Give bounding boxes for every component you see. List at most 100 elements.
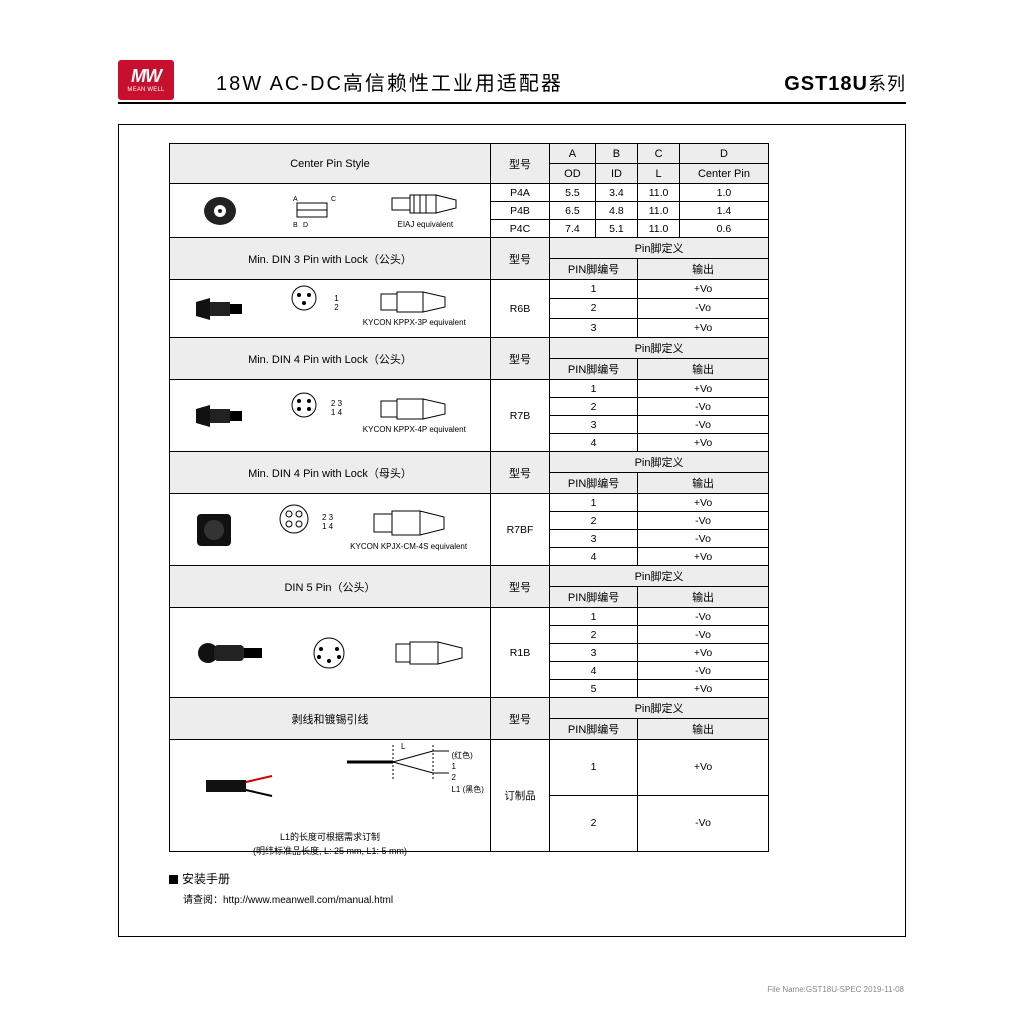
- cell: 3.4: [595, 184, 637, 202]
- din4-plug-icon: [194, 401, 246, 431]
- din5-face-icon: [311, 635, 347, 671]
- series-suffix: 系列: [868, 74, 906, 94]
- sec1-caption: EIAJ equivalent: [390, 220, 460, 229]
- din4-face-icon: [288, 390, 320, 420]
- sec4-caption: KYCON KPJX-CM-4S equivalent: [350, 542, 467, 551]
- cell: +Vo: [638, 548, 769, 566]
- cell: 0.6: [679, 220, 768, 238]
- cell: R7B: [490, 380, 549, 452]
- col-b: B: [595, 144, 637, 164]
- cell: -Vo: [638, 662, 769, 680]
- col-c: C: [638, 144, 680, 164]
- pin-no: PIN脚编号: [550, 587, 638, 608]
- din4f-plug-icon: [193, 508, 237, 552]
- sec5-title: DIN 5 Pin（公头）: [170, 566, 491, 608]
- pin-no: PIN脚编号: [550, 259, 638, 280]
- cell: 11.0: [638, 202, 680, 220]
- cell: 5.1: [595, 220, 637, 238]
- svg-text:D: D: [303, 222, 308, 229]
- cell: +Vo: [638, 644, 769, 662]
- cell: 4.8: [595, 202, 637, 220]
- cell: -Vo: [638, 416, 769, 434]
- col-l: L: [638, 164, 680, 184]
- col-id: ID: [595, 164, 637, 184]
- manual-link-row: 请查阅：http://www.meanwell.com/manual.html: [183, 891, 877, 906]
- cell: P4A: [490, 184, 549, 202]
- sec1-title: Center Pin Style: [170, 144, 491, 184]
- cable-photo-icon: [206, 768, 276, 804]
- cell: -Vo: [638, 398, 769, 416]
- logo-sub: MEAN WELL: [127, 87, 164, 93]
- sec4-illustration: 2 31 4 KYCON KPJX-CM-4S equivalent: [170, 494, 491, 566]
- manual-section: 安装手册 请查阅：http://www.meanwell.com/manual.…: [169, 870, 877, 906]
- sec3-illustration: 2 31 4 KYCON KPPX-4P equivalent: [170, 380, 491, 452]
- sec6-note2: (明纬标准品长度, L: 25 mm, L1: 5 mm): [176, 844, 484, 857]
- col-cp: Center Pin: [679, 164, 768, 184]
- cell: -Vo: [638, 608, 769, 626]
- cell: 4: [550, 548, 638, 566]
- cell: 2: [550, 512, 638, 530]
- cell: 2: [550, 626, 638, 644]
- cell: 5: [550, 680, 638, 698]
- manual-link-pre: 请查阅：: [183, 895, 223, 906]
- cell: +Vo: [638, 434, 769, 452]
- sec3-title: Min. DIN 4 Pin with Lock（公头）: [170, 338, 491, 380]
- din4-side-icon: [379, 397, 449, 421]
- col-model: 型号: [490, 566, 549, 608]
- blk-label: L1 (黑色): [451, 785, 483, 794]
- cell: R7BF: [490, 494, 549, 566]
- cell: -Vo: [638, 512, 769, 530]
- col-model: 型号: [490, 338, 549, 380]
- cell: 3: [550, 644, 638, 662]
- cell: 3: [550, 530, 638, 548]
- sec6-note1: L1的长度可根据需求订制: [176, 830, 484, 843]
- col-model: 型号: [490, 698, 549, 740]
- cell: R6B: [490, 280, 549, 338]
- svg-text:A: A: [293, 196, 298, 203]
- cell: 1: [550, 608, 638, 626]
- series-code: GST18U系列: [784, 70, 906, 100]
- cell: +Vo: [638, 740, 769, 796]
- cell: -Vo: [638, 795, 769, 851]
- pin-def: Pin脚定义: [550, 238, 769, 259]
- cell: P4C: [490, 220, 549, 238]
- pin-def: Pin脚定义: [550, 698, 769, 719]
- cell: +Vo: [638, 494, 769, 512]
- spec-table: Center Pin Style 型号 A B C D OD ID L Cent…: [169, 143, 769, 852]
- cell: 3: [550, 318, 638, 337]
- cell: 2: [550, 398, 638, 416]
- sec1-illustration: ACBD EIAJ equivalent: [170, 184, 491, 238]
- cell: +Vo: [638, 380, 769, 398]
- pin-out: 输出: [638, 259, 769, 280]
- sec5-illustration: [170, 608, 491, 698]
- svg-text:L: L: [401, 743, 406, 751]
- col-d: D: [679, 144, 768, 164]
- sec6-illustration: L (红色)12 L1 (黑色) L1的长度可根据需求订制 (明纬标准品长度, …: [170, 740, 491, 852]
- pin-out: 输出: [638, 359, 769, 380]
- cell: 2: [550, 795, 638, 851]
- cell: 11.0: [638, 220, 680, 238]
- pin-def: Pin脚定义: [550, 338, 769, 359]
- din3-side-icon: [379, 290, 449, 314]
- din5-side-icon: [394, 640, 464, 666]
- cell: 1: [550, 280, 638, 299]
- cell: -Vo: [638, 299, 769, 318]
- pin-no: PIN脚编号: [550, 473, 638, 494]
- sec3-caption: KYCON KPPX-4P equivalent: [363, 425, 466, 434]
- col-od: OD: [550, 164, 596, 184]
- din4f-face-icon: [277, 502, 311, 536]
- cell: 11.0: [638, 184, 680, 202]
- cell: 6.5: [550, 202, 596, 220]
- footer-filename: File Name:GST18U-SPEC 2019-11-08: [767, 985, 904, 994]
- series-prefix: GST18U: [784, 73, 868, 95]
- cell: +Vo: [638, 280, 769, 299]
- din3-plug-icon: [194, 294, 246, 324]
- manual-link[interactable]: http://www.meanwell.com/manual.html: [223, 895, 393, 906]
- pin-out: 输出: [638, 719, 769, 740]
- din5-plug-icon: [196, 638, 264, 668]
- cell: P4B: [490, 202, 549, 220]
- square-bullet-icon: [169, 875, 178, 884]
- logo-mw: MW: [131, 67, 161, 85]
- logo: MW MEAN WELL: [118, 60, 174, 100]
- barrel-side-icon: ACBD: [293, 193, 337, 229]
